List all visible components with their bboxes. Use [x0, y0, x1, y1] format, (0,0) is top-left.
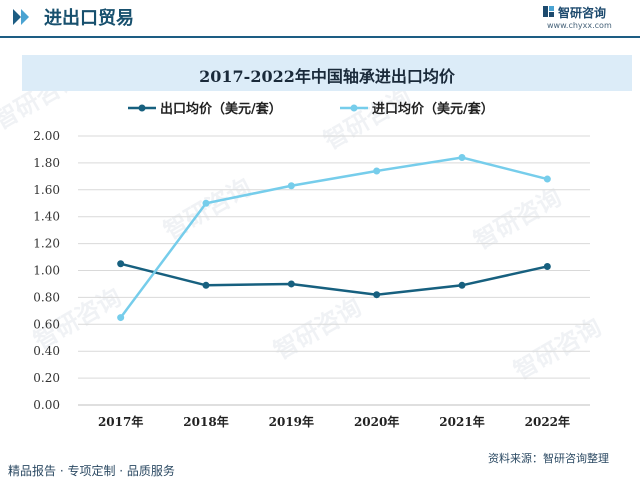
data-point	[373, 167, 381, 175]
y-tick-label: 1.60	[33, 183, 60, 197]
data-point	[458, 154, 466, 162]
x-tick-label: 2017年	[98, 414, 143, 429]
brand-url: www.chyxx.com	[547, 21, 612, 30]
y-tick-label: 0.60	[33, 317, 60, 331]
data-point	[117, 314, 125, 322]
y-tick-label: 0.20	[33, 371, 60, 385]
data-point	[543, 262, 551, 270]
chart-legend: 出口均价（美元/套） 进口均价（美元/套）	[128, 101, 494, 117]
legend-swatch-marker	[138, 104, 146, 112]
legend-label: 出口均价（美元/套）	[160, 101, 282, 117]
y-axis: 0.00 0.20 0.40 0.60 0.80 1.00 1.20 1.40 1.60 1.80…	[33, 129, 60, 412]
legend-swatch-marker	[350, 104, 358, 112]
brand-icon	[543, 6, 554, 17]
x-tick-label: 2019年	[269, 414, 314, 429]
line-chart: 出口均价（美元/套） 进口均价（美元/套） 0.00 0.20 0.40 0.60 0.8…	[33, 101, 590, 429]
data-point	[287, 280, 295, 288]
series-line	[119, 156, 548, 319]
footer-slogan: 精品报告 · 专项定制 · 品质服务	[8, 464, 175, 478]
series-line	[120, 262, 548, 296]
x-tick-label: 2020年	[354, 414, 399, 429]
y-tick-label: 1.20	[33, 237, 60, 251]
y-tick-label: 2.00	[33, 129, 60, 143]
top-bar: 进出口贸易 智研咨询 www.chyxx.com	[0, 0, 640, 34]
data-point	[373, 291, 381, 299]
y-tick-label: 1.40	[33, 210, 60, 224]
y-tick-label: 1.80	[33, 156, 60, 170]
header-divider	[0, 36, 640, 38]
data-point	[287, 182, 295, 190]
x-axis: 2017年 2018年 2019年 2020年 2021年 2022年	[78, 404, 590, 429]
data-point	[458, 281, 466, 289]
section-logo-icon	[13, 9, 29, 25]
legend-label: 进口均价（美元/套）	[372, 101, 494, 117]
y-tick-label: 1.00	[33, 264, 60, 278]
footer-source: 资料来源：智研咨询整理	[488, 452, 609, 465]
y-tick-label: 0.00	[33, 398, 60, 412]
data-point	[202, 199, 210, 207]
data-point	[202, 281, 210, 289]
x-tick-label: 2021年	[439, 414, 484, 429]
chart-series	[117, 154, 551, 322]
brand-name: 智研咨询	[558, 6, 607, 20]
chart-title: 2017-2022年中国轴承进出口均价	[199, 67, 455, 86]
y-tick-label: 0.80	[33, 290, 60, 304]
data-point	[117, 260, 125, 268]
x-tick-label: 2022年	[525, 414, 570, 429]
y-tick-label: 0.40	[33, 344, 60, 358]
x-tick-label: 2018年	[183, 414, 228, 429]
data-point	[543, 175, 551, 183]
section-title: 进出口贸易	[44, 8, 134, 29]
brand-logo: 智研咨询 www.chyxx.com	[538, 4, 638, 34]
chart-title-band: 2017-2022年中国轴承进出口均价	[22, 55, 632, 91]
